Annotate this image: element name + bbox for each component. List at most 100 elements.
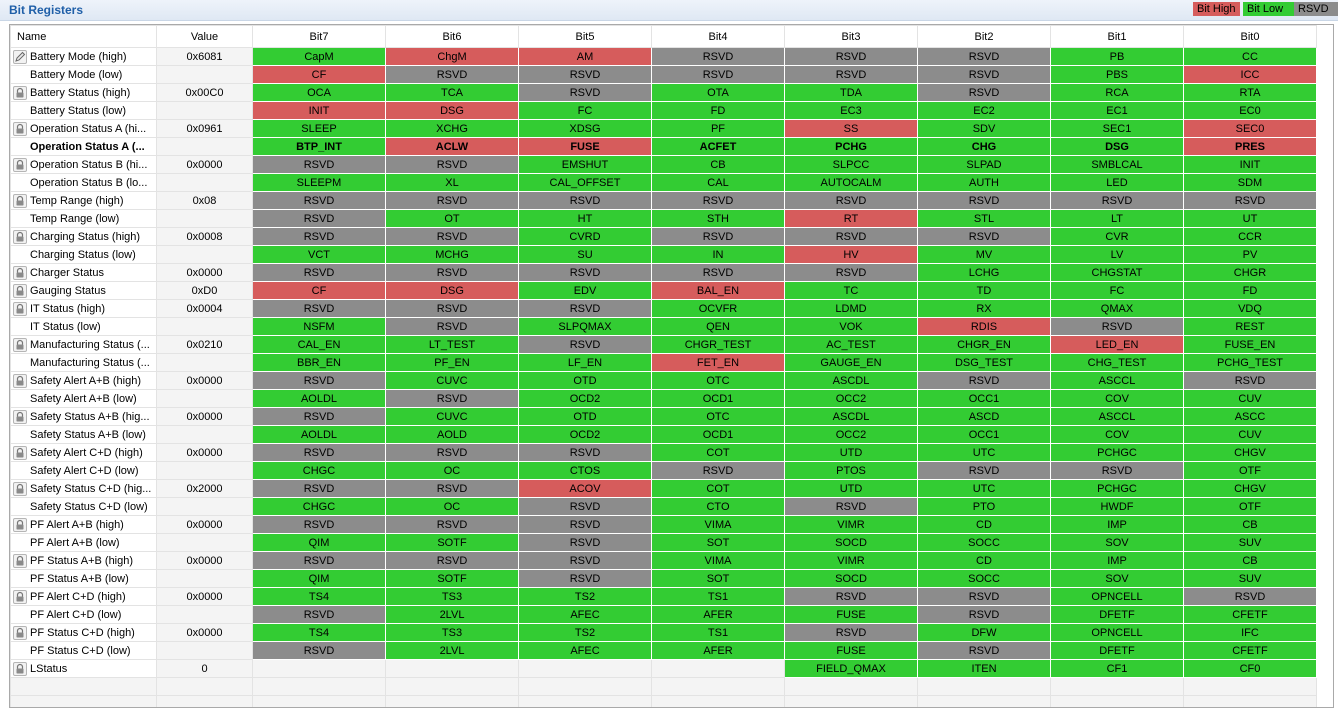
- column-header-bit7[interactable]: Bit7: [252, 25, 386, 48]
- bit7-cell[interactable]: CHGC: [252, 461, 386, 480]
- column-header-name[interactable]: Name: [10, 25, 157, 48]
- table-row[interactable]: Temp Range (low) RSVD OT HT STH RT STL LT UT: [10, 209, 1317, 228]
- bit4-cell[interactable]: CAL: [651, 173, 785, 192]
- register-value-cell[interactable]: [156, 605, 253, 624]
- bit0-cell[interactable]: SUV: [1183, 569, 1317, 588]
- register-value-cell[interactable]: 0: [156, 659, 253, 678]
- lock-icon[interactable]: [13, 337, 27, 352]
- bit0-cell[interactable]: CB: [1183, 551, 1317, 570]
- bit5-cell[interactable]: LF_EN: [518, 353, 652, 372]
- register-value-cell[interactable]: [156, 641, 253, 660]
- bit2-cell[interactable]: RSVD: [917, 371, 1051, 390]
- bit3-cell[interactable]: LDMD: [784, 299, 918, 318]
- lock-icon[interactable]: [13, 445, 27, 460]
- bit5-cell[interactable]: TS2: [518, 587, 652, 606]
- bit6-cell[interactable]: 2LVL: [385, 605, 519, 624]
- bit1-cell[interactable]: RSVD: [1050, 191, 1184, 210]
- register-value-cell[interactable]: [156, 389, 253, 408]
- column-header-bit2[interactable]: Bit2: [917, 25, 1051, 48]
- bit7-cell[interactable]: RSVD: [252, 407, 386, 426]
- register-value-cell[interactable]: 0x0000: [156, 587, 253, 606]
- bit4-cell[interactable]: FET_EN: [651, 353, 785, 372]
- bit5-cell[interactable]: FUSE: [518, 137, 652, 156]
- bit1-cell[interactable]: PB: [1050, 47, 1184, 66]
- table-row[interactable]: PF Alert A+B (high) 0x0000 RSVD RSVD RSVD VIM…: [10, 515, 1317, 534]
- bit4-cell[interactable]: RSVD: [651, 47, 785, 66]
- bit3-cell[interactable]: PTOS: [784, 461, 918, 480]
- bit6-cell[interactable]: LT_TEST: [385, 335, 519, 354]
- register-value-cell[interactable]: 0x0000: [156, 623, 253, 642]
- register-name-cell[interactable]: Manufacturing Status (...: [10, 353, 157, 372]
- bit1-cell[interactable]: LT: [1050, 209, 1184, 228]
- bit3-cell[interactable]: SS: [784, 119, 918, 138]
- register-value-cell[interactable]: [156, 461, 253, 480]
- bit0-cell[interactable]: INIT: [1183, 155, 1317, 174]
- bit4-cell[interactable]: COT: [651, 443, 785, 462]
- bit7-cell[interactable]: RSVD: [252, 479, 386, 498]
- table-row[interactable]: Safety Alert C+D (high) 0x0000 RSVD RSVD RSV…: [10, 443, 1317, 462]
- register-value-cell[interactable]: 0x0000: [156, 515, 253, 534]
- register-name-cell[interactable]: Manufacturing Status (...: [10, 335, 157, 354]
- register-name-cell[interactable]: Charger Status: [10, 263, 157, 282]
- bit0-cell[interactable]: PCHG_TEST: [1183, 353, 1317, 372]
- bit7-cell[interactable]: RSVD: [252, 551, 386, 570]
- bit5-cell[interactable]: RSVD: [518, 443, 652, 462]
- bit1-cell[interactable]: CF1: [1050, 659, 1184, 678]
- bit3-cell[interactable]: FUSE: [784, 605, 918, 624]
- bit2-cell[interactable]: RSVD: [917, 587, 1051, 606]
- register-name-cell[interactable]: Operation Status B (hi...: [10, 155, 157, 174]
- register-value-cell[interactable]: [156, 353, 253, 372]
- bit5-cell[interactable]: RSVD: [518, 569, 652, 588]
- bit4-cell[interactable]: ACFET: [651, 137, 785, 156]
- bit2-cell[interactable]: DFW: [917, 623, 1051, 642]
- bit5-cell[interactable]: RSVD: [518, 335, 652, 354]
- table-row[interactable]: Safety Alert C+D (low) CHGC OC CTOS RSVD PTOS…: [10, 461, 1317, 480]
- bit6-cell[interactable]: ACLW: [385, 137, 519, 156]
- bit7-cell[interactable]: AOLDL: [252, 425, 386, 444]
- bit2-cell[interactable]: RX: [917, 299, 1051, 318]
- bit3-cell[interactable]: SOCD: [784, 569, 918, 588]
- lock-icon[interactable]: [13, 121, 27, 136]
- table-row[interactable]: Operation Status A (... BTP_INT ACLW FUSE AC…: [10, 137, 1317, 156]
- table-row[interactable]: Battery Status (high) 0x00C0 OCA TCA RSVD OTA…: [10, 83, 1317, 102]
- bit7-cell[interactable]: RSVD: [252, 299, 386, 318]
- table-row[interactable]: Operation Status B (lo... SLEEPM XL CAL_OFF…: [10, 173, 1317, 192]
- register-value-cell[interactable]: [156, 497, 253, 516]
- bit7-cell[interactable]: RSVD: [252, 371, 386, 390]
- bit3-cell[interactable]: SLPCC: [784, 155, 918, 174]
- register-name-cell[interactable]: PF Status A+B (high): [10, 551, 157, 570]
- bit5-cell[interactable]: OTD: [518, 371, 652, 390]
- lock-icon[interactable]: [13, 625, 27, 640]
- table-row[interactable]: Safety Status C+D (low) CHGC OC RSVD CTO RSVD…: [10, 497, 1317, 516]
- bit1-cell[interactable]: COV: [1050, 389, 1184, 408]
- bit7-cell[interactable]: CapM: [252, 47, 386, 66]
- bit2-cell[interactable]: PTO: [917, 497, 1051, 516]
- bit5-cell[interactable]: RSVD: [518, 65, 652, 84]
- bit1-cell[interactable]: DFETF: [1050, 605, 1184, 624]
- register-name-cell[interactable]: Safety Status A+B (hig...: [10, 407, 157, 426]
- bit5-cell[interactable]: RSVD: [518, 551, 652, 570]
- bit5-cell[interactable]: AFEC: [518, 605, 652, 624]
- bit2-cell[interactable]: ITEN: [917, 659, 1051, 678]
- register-value-cell[interactable]: [156, 569, 253, 588]
- lock-icon[interactable]: [13, 373, 27, 388]
- column-header-bit0[interactable]: Bit0: [1183, 25, 1317, 48]
- register-value-cell[interactable]: 0x2000: [156, 479, 253, 498]
- bit0-cell[interactable]: ICC: [1183, 65, 1317, 84]
- bit3-cell[interactable]: RSVD: [784, 497, 918, 516]
- bit0-cell[interactable]: CHGR: [1183, 263, 1317, 282]
- bit1-cell[interactable]: PCHGC: [1050, 443, 1184, 462]
- register-name-cell[interactable]: Battery Status (low): [10, 101, 157, 120]
- table-row[interactable]: Safety Alert A+B (high) 0x0000 RSVD CUVC OTD…: [10, 371, 1317, 390]
- bit6-cell[interactable]: RSVD: [385, 443, 519, 462]
- bit5-cell[interactable]: AFEC: [518, 641, 652, 660]
- register-value-cell[interactable]: 0x08: [156, 191, 253, 210]
- register-name-cell[interactable]: Safety Alert A+B (high): [10, 371, 157, 390]
- bit7-cell[interactable]: RSVD: [252, 605, 386, 624]
- table-row[interactable]: Manufacturing Status (... BBR_EN PF_EN LF_E…: [10, 353, 1317, 372]
- register-name-cell[interactable]: Temp Range (high): [10, 191, 157, 210]
- register-name-cell[interactable]: PF Status A+B (low): [10, 569, 157, 588]
- bit3-cell[interactable]: RT: [784, 209, 918, 228]
- register-name-cell[interactable]: LStatus: [10, 659, 157, 678]
- bit3-cell[interactable]: PCHG: [784, 137, 918, 156]
